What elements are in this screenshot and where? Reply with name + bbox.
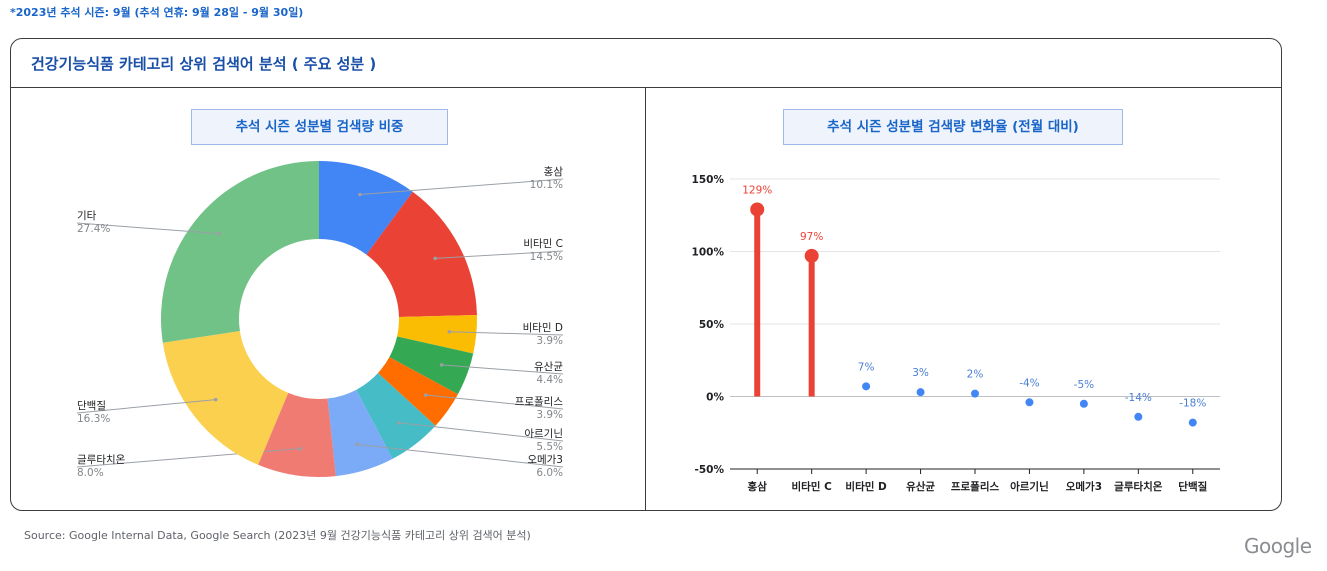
data-label: 97%	[800, 231, 823, 243]
slice-value-label: 27.4%	[77, 223, 110, 235]
slice-label: 아르기닌	[524, 428, 563, 440]
y-tick-label: 50%	[699, 319, 725, 331]
donut-chart-title: 추석 시즌 성분별 검색량 비중	[191, 109, 448, 145]
leader-line	[76, 399, 216, 414]
donut-slice	[258, 392, 336, 477]
data-label: -18%	[1179, 398, 1206, 410]
y-tick-label: 100%	[692, 247, 725, 259]
donut-slice	[389, 336, 474, 395]
data-label: -5%	[1074, 379, 1094, 391]
leader-line	[441, 364, 564, 375]
slice-value-label: 3.9%	[536, 335, 563, 347]
y-tick-label: 150%	[692, 174, 725, 186]
panel-divider	[645, 87, 646, 510]
lollipop-stem	[754, 209, 761, 397]
lollipop-chart: -50% 0% 50% 100% 150% 홍삼 129% 비타민 C 97% 비타민 D 7% 유산…	[692, 174, 1220, 493]
leader-line	[359, 178, 564, 196]
slice-label: 프로폴리스	[515, 396, 564, 408]
google-logo: Google	[1244, 534, 1312, 558]
lollipop-point	[750, 202, 765, 217]
x-tick-label: 아르기닌	[1010, 480, 1049, 493]
data-label: 129%	[742, 184, 772, 196]
slice-value-label: 4.4%	[536, 374, 563, 386]
lollipop-point	[862, 382, 871, 391]
slice-value-label: 6.0%	[536, 467, 563, 479]
donut-slice	[397, 315, 477, 354]
data-label: -4%	[1019, 377, 1039, 389]
leader-line	[357, 443, 564, 468]
data-label: -14%	[1125, 392, 1152, 404]
lollipop-point	[1188, 418, 1197, 427]
leader-line	[435, 250, 564, 259]
leader-line	[76, 222, 220, 235]
slice-label: 기타	[77, 210, 97, 222]
lollipop-point	[1134, 412, 1143, 421]
source-note: Source: Google Internal Data, Google Sea…	[24, 529, 531, 542]
lollipop-point	[804, 248, 819, 263]
donut-slice	[378, 357, 458, 426]
slice-label: 오메가3	[527, 454, 563, 466]
x-tick-label: 유산균	[906, 480, 935, 493]
leader-line	[425, 394, 564, 410]
season-note: *2023년 추석 시즌: 9월 (추석 연휴: 9월 28일 - 9월 30일…	[10, 6, 304, 19]
slice-label: 비타민 C	[523, 238, 563, 250]
slice-value-label: 5.5%	[536, 441, 563, 453]
lollipop-point	[1079, 399, 1088, 408]
panel-title: 건강기능식품 카테고리 상위 검색어 분석 ( 주요 성분 )	[31, 55, 377, 73]
donut-slice	[356, 373, 436, 459]
slice-value-label: 8.0%	[77, 467, 104, 479]
donut-slice	[162, 331, 289, 465]
slice-label: 유산균	[534, 361, 563, 373]
x-tick-label: 글루타치온	[1114, 480, 1163, 493]
x-tick-label: 단백질	[1178, 480, 1207, 493]
data-label: 7%	[858, 361, 875, 373]
slice-label: 글루타치온	[77, 454, 126, 466]
lollipop-chart-title: 추석 시즌 성분별 검색량 변화율 (전월 대비)	[783, 109, 1123, 145]
x-tick-label: 홍삼	[748, 480, 768, 493]
slice-label: 홍삼	[544, 165, 564, 178]
chart-panel: 건강기능식품 카테고리 상위 검색어 분석 ( 주요 성분 ) 추석 시즌 성분…	[10, 38, 1282, 511]
slice-label: 단백질	[77, 400, 106, 412]
lollipop-stem	[808, 255, 815, 397]
lollipop-point	[916, 388, 925, 397]
donut-slice	[327, 389, 393, 477]
donut-slice	[161, 161, 319, 343]
x-tick-label: 오메가3	[1066, 480, 1102, 493]
data-label: 2%	[967, 369, 984, 381]
donut-slice	[366, 191, 477, 317]
donut-slice	[319, 161, 413, 255]
slice-value-label: 3.9%	[536, 409, 563, 421]
y-tick-label: 0%	[706, 392, 724, 404]
leader-line	[449, 331, 564, 336]
y-tick-label: -50%	[695, 464, 725, 476]
lollipop-point	[971, 389, 979, 398]
x-tick-label: 프로폴리스	[951, 480, 1000, 493]
data-label: 3%	[912, 367, 929, 379]
leader-line	[398, 422, 564, 442]
title-divider	[11, 87, 1281, 88]
slice-value-label: 10.1%	[530, 179, 563, 191]
slice-label: 비타민 D	[523, 322, 563, 334]
x-tick-label: 비타민 C	[791, 480, 832, 493]
x-tick-label: 비타민 D	[845, 480, 887, 493]
lollipop-point	[1025, 398, 1034, 407]
slice-value-label: 16.3%	[77, 413, 110, 425]
slice-value-label: 14.5%	[530, 251, 563, 263]
